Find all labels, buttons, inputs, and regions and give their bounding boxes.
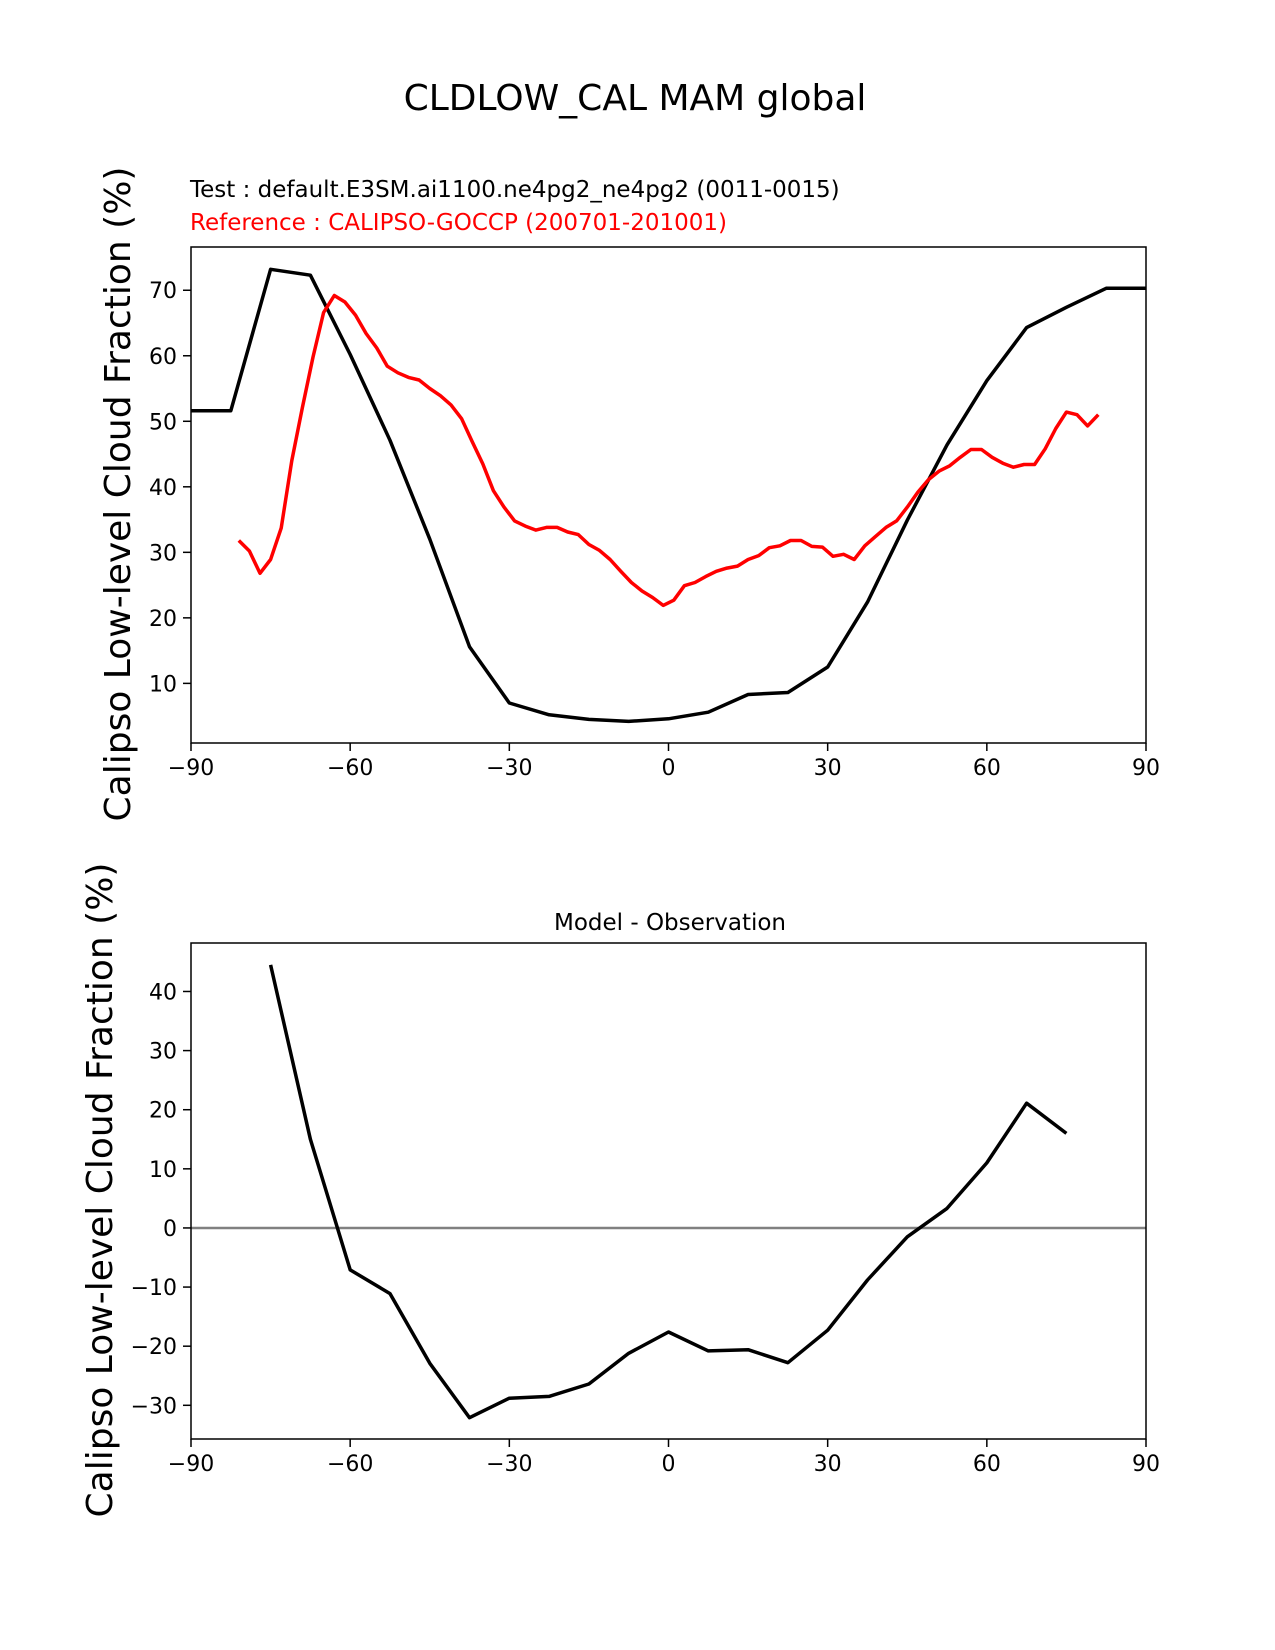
y-tick-label: 30	[149, 541, 177, 566]
reference-series-line	[237, 293, 1100, 608]
x-tick-label: 30	[814, 756, 842, 781]
x-tick-label: 90	[1132, 756, 1160, 781]
y-tick-label: 50	[149, 410, 177, 435]
x-tick-label: 0	[662, 756, 676, 781]
x-tick-label: 30	[814, 1452, 842, 1477]
bottom-axes-frame	[190, 942, 1147, 1440]
y-tick-label: 70	[149, 279, 177, 304]
y-tick-label: 30	[149, 1040, 177, 1065]
y-tick-label: 40	[149, 980, 177, 1005]
x-tick-label: −60	[327, 1452, 373, 1477]
y-tick-label: −10	[131, 1276, 177, 1301]
test-label: Test : default.E3SM.ai1100.ne4pg2_ne4pg2…	[189, 177, 840, 203]
y-tick-label: 20	[149, 1099, 177, 1124]
bottom-y-axis-label: Calipso Low-level Cloud Fraction (%)	[80, 863, 121, 1518]
bottom-plot-area: −90 −60 −30 0 30 60 90 −30 −20 −10 0 10 20 30 40	[131, 964, 1160, 1477]
y-tick-label: 60	[149, 345, 177, 370]
figure-title: CLDLOW_CAL MAM global	[404, 78, 867, 119]
y-tick-label: 10	[149, 1158, 177, 1183]
x-tick-label: 60	[973, 1452, 1001, 1477]
y-tick-label: 10	[149, 672, 177, 697]
x-tick-label: 60	[973, 756, 1001, 781]
test-series-line	[191, 267, 1146, 724]
reference-label: Reference : CALIPSO-GOCCP (200701-201001…	[190, 210, 727, 236]
difference-series-line	[268, 964, 1068, 1420]
bottom-panel: Model - Observation Calipso Low-level Cl…	[80, 863, 1160, 1518]
x-tick-label: −90	[168, 756, 214, 781]
y-tick-label: 0	[163, 1217, 177, 1242]
top-axes-frame	[190, 246, 1147, 744]
x-tick-label: −30	[486, 756, 532, 781]
y-tick-label: −20	[131, 1335, 177, 1360]
top-panel: Test : default.E3SM.ai1100.ne4pg2_ne4pg2…	[98, 167, 1160, 822]
x-tick-label: −60	[327, 756, 373, 781]
x-tick-label: 90	[1132, 1452, 1160, 1477]
bottom-panel-title: Model - Observation	[554, 910, 786, 936]
y-tick-label: 20	[149, 607, 177, 632]
x-tick-label: −30	[486, 1452, 532, 1477]
top-y-axis-label: Calipso Low-level Cloud Fraction (%)	[98, 167, 139, 822]
x-tick-label: 0	[662, 1452, 676, 1477]
y-tick-label: −30	[131, 1394, 177, 1419]
x-tick-label: −90	[168, 1452, 214, 1477]
y-tick-label: 40	[149, 476, 177, 501]
top-plot-area: −90 −60 −30 0 30 60 90 10 20 30 40 50 60 70	[149, 267, 1160, 781]
